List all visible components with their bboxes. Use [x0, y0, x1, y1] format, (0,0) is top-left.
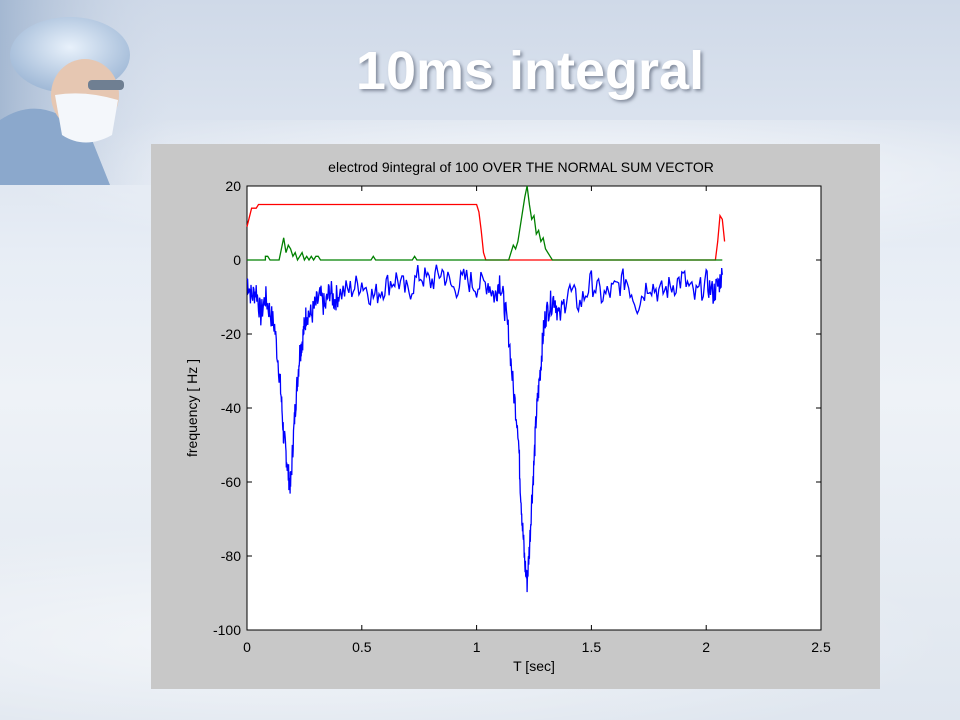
x-tick-label: 0 [243, 639, 251, 655]
y-tick-label: -20 [221, 326, 241, 342]
chart-svg: electrod 9integral of 100 OVER THE NORMA… [184, 159, 831, 674]
series-lines [246, 185, 726, 593]
series-line-1 [247, 185, 723, 262]
series-line-2 [246, 264, 723, 593]
y-tick-label: 0 [233, 252, 241, 268]
y-axis-label: frequency [ Hz ] [184, 359, 200, 457]
chart-figure: electrod 9integral of 100 OVER THE NORMA… [151, 144, 880, 689]
axis-ticks: 0 0.5 1 1.5 2 2.5 20 0 -20 -40 -60 -80 -100 [213, 178, 831, 655]
y-tick-label: -60 [221, 474, 241, 490]
y-tick-label: -80 [221, 548, 241, 564]
chart-title: electrod 9integral of 100 OVER THE NORMA… [328, 159, 714, 175]
x-tick-label: 0.5 [352, 639, 372, 655]
series-line-0 [246, 203, 726, 261]
plot-area [246, 185, 822, 631]
slide-title: 10ms integral [355, 41, 705, 101]
x-tick-label: 1.5 [582, 639, 602, 655]
surgeon-photo [0, 0, 170, 185]
x-tick-label: 2 [702, 639, 710, 655]
y-tick-label: 20 [225, 178, 241, 194]
y-tick-label: -100 [213, 622, 241, 638]
x-tick-label: 1 [473, 639, 481, 655]
y-tick-label: -40 [221, 400, 241, 416]
x-axis-label: T [sec] [513, 658, 555, 674]
x-tick-label: 2.5 [811, 639, 831, 655]
